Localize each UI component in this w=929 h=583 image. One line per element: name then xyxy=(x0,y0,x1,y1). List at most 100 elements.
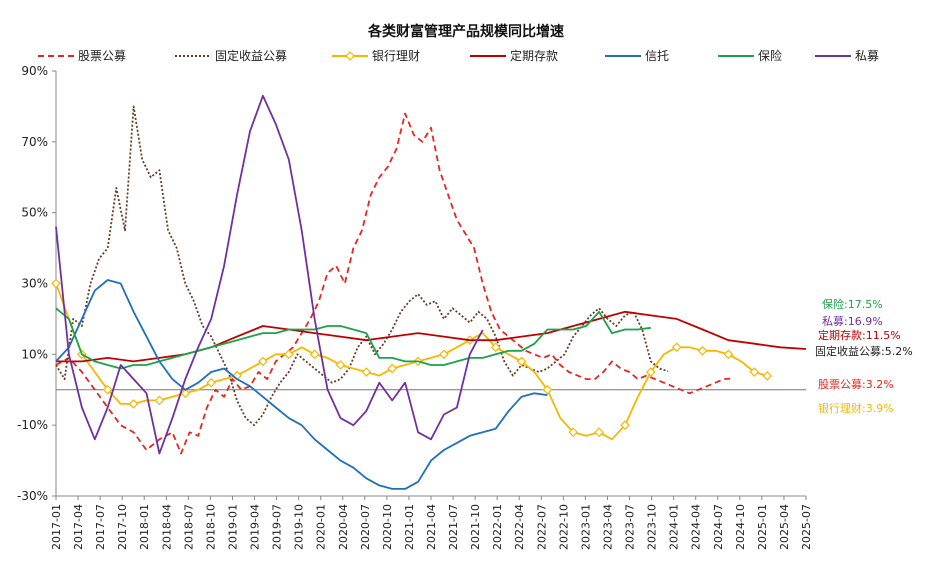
series-marker xyxy=(671,342,682,353)
x-tick-label: 2023-07 xyxy=(624,504,637,550)
series-line-3 xyxy=(56,310,807,363)
series-marker xyxy=(283,349,294,360)
legend-item-3: 定期存款 xyxy=(470,48,558,63)
series-marker xyxy=(258,356,268,367)
series-marker xyxy=(206,377,217,388)
legend-label: 保险 xyxy=(758,48,782,63)
chart-title: 各类财富管理产品规模同比增速 xyxy=(367,23,564,40)
series-marker xyxy=(439,349,449,360)
x-tick-label: 2021-07 xyxy=(447,504,460,550)
y-tick-label: 10% xyxy=(21,347,48,361)
series-line-5 xyxy=(55,307,651,370)
x-tick-label: 2021-01 xyxy=(403,504,416,550)
x-tick-label: 2019-04 xyxy=(249,504,262,550)
x-tick-label: 2019-07 xyxy=(271,504,284,550)
legend-item-4: 信托 xyxy=(605,49,669,63)
x-tick-label: 2017-10 xyxy=(116,504,129,550)
legend: 股票公募 固定收益公募 银行理财 定期存款 信托 保险 私募 xyxy=(38,48,879,63)
x-tick-label: 2020-10 xyxy=(381,504,394,550)
series-layer xyxy=(51,94,807,490)
series-end-label: 保险:17.5% xyxy=(822,297,883,311)
series-marker xyxy=(490,342,501,353)
legend-item-0: 股票公募 xyxy=(38,49,126,63)
x-tick-label: 2018-07 xyxy=(182,504,195,550)
x-tick-label: 2018-01 xyxy=(138,504,151,550)
y-tick-label: 70% xyxy=(21,135,48,149)
x-tick-label: 2022-04 xyxy=(513,504,526,550)
legend-label: 股票公募 xyxy=(78,49,126,63)
series-marker xyxy=(361,367,372,377)
series-marker xyxy=(762,371,773,381)
x-tick-label: 2022-10 xyxy=(557,504,570,550)
series-end-label: 定期存款:11.5% xyxy=(818,328,901,342)
x-tick-label: 2018-04 xyxy=(160,504,173,550)
series-marker xyxy=(594,427,604,438)
x-tick-label: 2022-07 xyxy=(535,504,548,550)
series-end-label: 股票公募:3.2% xyxy=(818,378,894,391)
axes: 90% 70% 50% 30% 10% -10% -30%2017-01 2017-04 201… xyxy=(17,64,813,550)
y-tick-label: 30% xyxy=(21,277,48,291)
series-marker xyxy=(697,345,708,356)
series-marker xyxy=(309,349,320,360)
legend-marker xyxy=(345,51,355,61)
series-marker xyxy=(568,427,579,438)
y-tick-label: 90% xyxy=(21,64,48,78)
series-line-2 xyxy=(55,283,768,441)
legend-label: 定期存款 xyxy=(510,48,558,63)
series-marker xyxy=(620,420,630,431)
series-line-1 xyxy=(55,105,669,427)
x-tick-label: 2025-07 xyxy=(800,504,813,550)
x-tick-label: 2021-04 xyxy=(425,504,438,550)
series-marker xyxy=(51,278,61,289)
series-marker xyxy=(335,360,346,370)
series-end-label: 固定收益公募:5.2% xyxy=(815,344,913,358)
x-tick-label: 2020-01 xyxy=(315,504,328,550)
series-marker xyxy=(387,363,398,374)
series-marker xyxy=(128,399,139,409)
legend-item-2: 银行理财 xyxy=(332,49,420,63)
series-marker xyxy=(723,349,734,360)
series-end-label: 银行理财:3.9% xyxy=(818,401,894,415)
series-marker xyxy=(102,384,113,395)
x-tick-label: 2017-04 xyxy=(72,504,85,550)
x-tick-label: 2018-10 xyxy=(204,504,217,550)
legend-item-6: 私募 xyxy=(815,49,879,63)
series-marker xyxy=(542,384,553,395)
x-tick-label: 2024-04 xyxy=(690,504,703,550)
legend-label: 私募 xyxy=(855,49,879,63)
legend-item-5: 保险 xyxy=(718,48,782,63)
x-tick-label: 2024-01 xyxy=(668,504,681,550)
end-labels: 保险:17.5% 私募:16.9%定期存款:11.5% 固定收益公募:5.2% 股票公… xyxy=(815,297,913,415)
y-tick-label: 50% xyxy=(21,206,48,220)
x-tick-label: 2023-01 xyxy=(579,504,592,550)
x-tick-label: 2019-01 xyxy=(226,504,239,550)
series-line-6 xyxy=(55,94,484,455)
legend-label: 银行理财 xyxy=(372,49,420,63)
series-marker xyxy=(154,395,165,406)
x-tick-label: 2022-01 xyxy=(491,504,504,550)
series-marker xyxy=(180,388,191,399)
x-tick-label: 2017-01 xyxy=(50,504,63,550)
series-marker xyxy=(516,356,527,367)
series-marker xyxy=(645,367,656,377)
y-tick-label: -30% xyxy=(17,489,48,503)
legend-label: 信托 xyxy=(645,49,669,63)
x-tick-label: 2019-10 xyxy=(293,504,306,550)
x-tick-label: 2021-10 xyxy=(469,504,482,550)
series-line-0 xyxy=(55,112,733,455)
y-tick-label: -10% xyxy=(17,418,48,432)
x-tick-label: 2020-07 xyxy=(359,504,372,550)
x-tick-label: 2023-04 xyxy=(601,504,614,550)
series-end-label: 私募:16.9% xyxy=(822,315,883,328)
legend-item-1: 固定收益公募 xyxy=(175,48,287,63)
legend-label: 固定收益公募 xyxy=(215,48,287,63)
x-tick-label: 2023-10 xyxy=(646,504,659,550)
x-tick-label: 2024-10 xyxy=(734,504,747,550)
series-line-4 xyxy=(55,279,548,490)
x-tick-label: 2024-07 xyxy=(712,504,725,550)
series-marker xyxy=(749,367,760,377)
x-tick-label: 2025-04 xyxy=(778,504,791,550)
x-tick-label: 2017-07 xyxy=(94,504,107,550)
